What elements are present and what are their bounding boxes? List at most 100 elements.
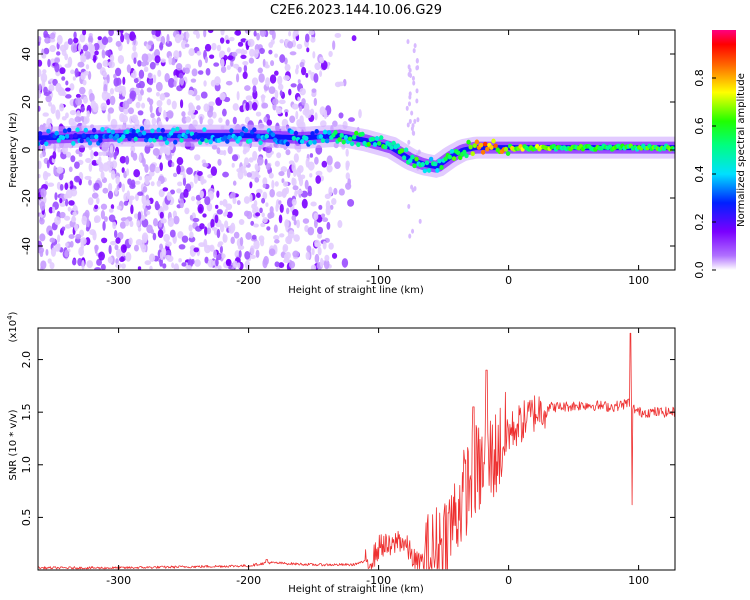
noise-mark <box>319 257 324 268</box>
noise-mark <box>99 67 106 76</box>
noise-mark <box>183 188 189 198</box>
noise-mark <box>73 37 79 44</box>
ridge-mark <box>403 147 409 153</box>
ridge-mark <box>356 142 361 148</box>
noise-mark <box>78 43 82 53</box>
noise-mark <box>227 55 234 61</box>
noise-mark <box>106 98 111 106</box>
noise-mark <box>191 258 195 265</box>
ridge-mark <box>127 136 132 142</box>
noise-mark <box>408 118 412 124</box>
noise-mark <box>42 112 49 117</box>
noise-mark <box>223 149 227 156</box>
noise-mark <box>47 182 55 187</box>
noise-mark <box>160 218 167 224</box>
noise-mark <box>113 229 118 238</box>
noise-mark <box>216 147 221 155</box>
noise-mark <box>221 253 226 259</box>
noise-mark <box>53 165 57 176</box>
snr-panel: -300 -200 -100 0 100 0.5 1.0 1.5 2.0 Height of … <box>6 311 676 595</box>
ridge-mark <box>247 138 253 144</box>
noise-mark <box>167 217 175 228</box>
noise-mark <box>146 87 153 93</box>
noise-mark <box>200 91 208 99</box>
noise-mark <box>42 69 47 74</box>
noise-mark <box>351 35 357 42</box>
snr-y-label: SNR (10 * v/v) <box>8 409 19 480</box>
x-tick-label: 100 <box>628 274 649 287</box>
noise-mark <box>338 112 344 119</box>
ridge-mark <box>337 137 342 142</box>
noise-mark <box>108 214 116 222</box>
y-tick-label: -20 <box>20 189 33 207</box>
noise-mark <box>412 80 416 86</box>
noise-mark <box>238 250 242 258</box>
noise-mark <box>67 56 73 67</box>
x-tick-label: -300 <box>106 274 131 287</box>
ridge-mark <box>366 141 371 147</box>
noise-mark <box>282 245 287 253</box>
noise-mark <box>216 228 221 239</box>
ridge-mark <box>75 127 80 133</box>
noise-mark <box>415 57 419 63</box>
noise-mark <box>49 32 56 40</box>
noise-mark <box>322 240 327 250</box>
noise-mark <box>285 207 290 215</box>
noise-mark <box>278 262 285 268</box>
noise-mark <box>64 215 71 221</box>
noise-mark <box>261 93 265 103</box>
noise-mark <box>197 59 203 68</box>
noise-mark <box>123 200 129 206</box>
noise-mark <box>220 58 225 68</box>
noise-mark <box>56 34 63 45</box>
ridge-mark <box>483 141 488 147</box>
noise-mark <box>47 58 51 68</box>
noise-mark <box>293 153 299 163</box>
noise-mark <box>65 80 69 86</box>
x-tick-label: 0 <box>505 574 512 587</box>
noise-mark <box>332 40 336 51</box>
noise-mark <box>311 88 317 93</box>
ridge-mark <box>133 136 138 142</box>
noise-mark <box>138 80 145 89</box>
noise-mark <box>287 40 294 49</box>
noise-mark <box>64 53 69 61</box>
noise-mark <box>358 109 362 119</box>
noise-mark <box>296 43 303 50</box>
ridge-mark <box>493 143 498 149</box>
noise-mark <box>149 163 156 173</box>
snr-scale-label: (x104) <box>6 311 19 342</box>
noise-mark <box>56 166 64 174</box>
noise-mark <box>203 103 210 112</box>
noise-mark <box>159 211 164 219</box>
noise-mark <box>119 112 125 123</box>
noise-mark <box>248 57 255 64</box>
noise-mark <box>166 255 174 262</box>
noise-mark <box>108 208 114 213</box>
noise-mark <box>94 244 99 251</box>
noise-mark <box>38 59 43 67</box>
noise-mark <box>114 244 119 251</box>
noise-mark <box>191 68 198 77</box>
noise-mark <box>262 183 267 189</box>
noise-mark <box>239 166 246 174</box>
noise-mark <box>173 50 180 60</box>
snr-series <box>38 332 675 570</box>
noise-mark <box>170 189 176 195</box>
noise-mark <box>182 67 187 73</box>
ridge-mark <box>324 138 330 144</box>
noise-mark <box>301 198 308 209</box>
noise-mark <box>245 95 253 101</box>
noise-mark <box>219 200 223 206</box>
noise-mark <box>59 67 66 75</box>
noise-mark <box>204 226 208 236</box>
noise-mark <box>133 244 139 252</box>
noise-mark <box>255 192 261 198</box>
noise-mark <box>262 217 268 224</box>
noise-mark <box>88 162 93 172</box>
noise-mark <box>94 50 99 56</box>
noise-mark <box>276 152 282 159</box>
noise-mark <box>196 105 201 111</box>
noise-mark <box>144 164 149 173</box>
ridge-mark <box>44 141 49 147</box>
